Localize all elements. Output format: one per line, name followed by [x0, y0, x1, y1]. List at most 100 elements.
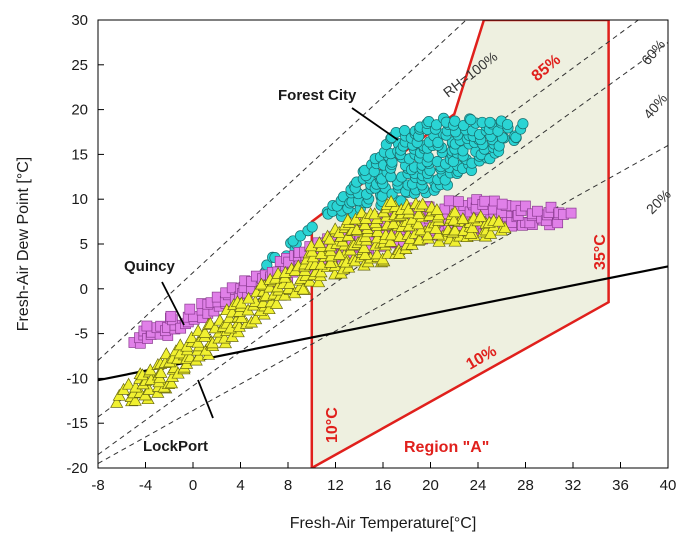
point [357, 240, 371, 253]
label-quincy: Quincy [124, 258, 176, 275]
x-tick-label: 12 [327, 477, 344, 494]
point [358, 247, 372, 260]
point [185, 330, 199, 343]
point [565, 207, 577, 219]
point [323, 232, 337, 245]
point [464, 226, 478, 239]
point [430, 203, 444, 215]
y-tick-label: 10 [71, 191, 88, 208]
rh-label-60: 60% [638, 36, 668, 68]
point [312, 236, 326, 249]
point [465, 114, 477, 126]
pointer-quincy [161, 281, 185, 326]
point [314, 257, 328, 270]
y-tick-label: 5 [80, 236, 88, 253]
point [484, 226, 498, 239]
point [520, 200, 531, 212]
point [269, 296, 284, 309]
point [443, 195, 455, 207]
point [381, 246, 395, 259]
x-tick-label: 28 [517, 477, 534, 494]
point [416, 197, 430, 210]
point [242, 291, 256, 304]
x-tick-label: 16 [375, 477, 392, 494]
point [429, 221, 443, 234]
x-tick-label: -4 [139, 477, 152, 494]
region-label-35c: 35°C [592, 234, 609, 270]
point [332, 247, 347, 260]
point [532, 205, 543, 217]
point [141, 320, 153, 332]
point [110, 395, 124, 408]
point [198, 325, 212, 338]
x-tick-label: -8 [91, 477, 104, 494]
point [510, 131, 522, 143]
point [283, 276, 297, 289]
point [164, 376, 179, 389]
y-tick-label: 30 [71, 12, 88, 29]
x-tick-label: 24 [470, 477, 487, 494]
point [349, 212, 363, 225]
point [384, 228, 398, 241]
point [448, 205, 462, 218]
point [296, 282, 310, 295]
x-axis-title: Fresh-Air Temperature[°C] [290, 515, 477, 532]
x-tick-label: 20 [422, 477, 439, 494]
series-forest-city [255, 112, 529, 287]
point [431, 227, 445, 240]
point [421, 228, 435, 241]
axis-ticks: -8 -4 0 4 8 12 16 20 24 28 32 36 40 -20 -15 -10 -5 0 5 10 15… [66, 12, 676, 494]
point [358, 218, 372, 230]
y-tick-label: 0 [80, 281, 88, 298]
point [283, 256, 295, 268]
point [448, 223, 462, 236]
point [432, 136, 444, 148]
x-tick-label: 4 [236, 477, 244, 494]
region-label-10c: 10°C [324, 407, 341, 443]
point [154, 365, 168, 378]
point [465, 220, 480, 233]
point [165, 310, 177, 322]
point [191, 335, 205, 348]
rh-line-20 [98, 145, 668, 464]
y-tick-label: 20 [71, 102, 88, 119]
y-axis-title: Fresh-Air Dew Point [°C] [15, 157, 32, 331]
point [306, 221, 318, 233]
y-tick-label: 15 [71, 146, 88, 163]
point [545, 201, 557, 213]
point [501, 118, 514, 131]
pointer-lockport [197, 379, 214, 419]
point [453, 196, 464, 207]
point [492, 214, 506, 227]
point [312, 275, 326, 288]
region-name: Region "A" [404, 439, 489, 456]
y-tick-label: -20 [66, 460, 88, 477]
point [112, 388, 126, 401]
rh-line-100 [98, 20, 467, 361]
point [128, 393, 142, 406]
point [474, 209, 488, 222]
point [192, 349, 206, 362]
point [447, 213, 461, 226]
pointer-forest-city [351, 107, 399, 141]
y-tick-label: -15 [66, 415, 88, 432]
point [323, 255, 338, 268]
rh-label-40: 40% [640, 90, 670, 122]
series-lockport [110, 194, 512, 408]
x-tick-label: 8 [284, 477, 292, 494]
point [384, 234, 398, 247]
point [370, 247, 384, 260]
point [496, 198, 508, 210]
point [234, 310, 249, 323]
point [484, 116, 496, 128]
y-tick-label: -10 [66, 370, 88, 387]
rh-label-20: 20% [643, 186, 674, 217]
x-tick-label: 36 [612, 477, 629, 494]
point [371, 224, 385, 237]
point [122, 377, 136, 390]
label-forest-city: Forest City [278, 87, 357, 104]
point [384, 194, 398, 207]
x-tick-label: 32 [565, 477, 582, 494]
data-series [110, 112, 577, 408]
